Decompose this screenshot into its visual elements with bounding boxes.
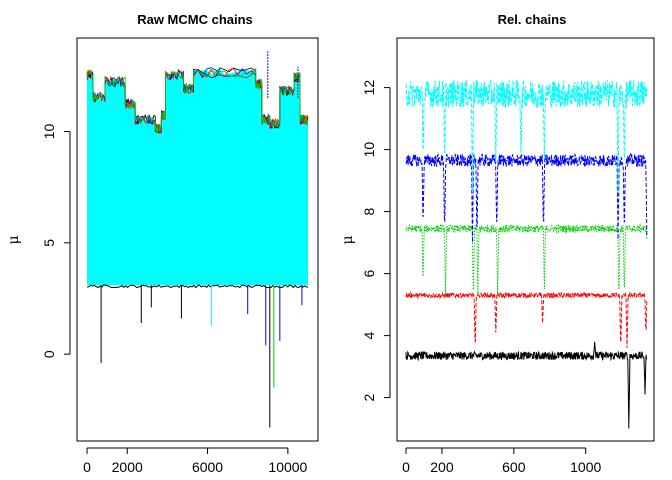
y-tick-label: 4	[361, 331, 377, 339]
y-tick-label: 10	[361, 142, 377, 158]
chain-lower-edge	[86, 284, 309, 289]
chain-series-line	[405, 291, 648, 349]
plot-area	[405, 79, 648, 429]
axes: 0 2000 6000 10000 0 5 10	[41, 124, 308, 475]
chain-series-line	[405, 223, 648, 296]
y-tick-label: 12	[361, 80, 377, 96]
chart-title: Rel. chains	[498, 12, 567, 27]
axes: 0 200 600 1000 2 4 6 8 10 12	[361, 80, 601, 475]
plot-frame	[76, 37, 319, 442]
x-tick-label: 0	[83, 459, 91, 475]
x-tick-label: 0	[402, 459, 410, 475]
x-tick-label: 200	[430, 459, 454, 475]
chain-series-line	[405, 79, 648, 194]
chain-upper-edge	[86, 68, 309, 134]
chart-title: Raw MCMC chains	[137, 12, 253, 27]
plot-frame	[396, 37, 655, 442]
chain-series-line	[405, 152, 648, 243]
x-tick-label: 2000	[112, 459, 143, 475]
y-axis-label: μ	[340, 235, 356, 244]
chain-band	[87, 68, 308, 286]
chain-series-line	[405, 341, 648, 429]
plot-area	[86, 51, 309, 428]
panel-rel-chains: Rel. chains μ 0 200 600 1000 2 4 6 8 10 12	[340, 12, 655, 475]
x-tick-label: 6000	[192, 459, 223, 475]
y-tick-label: 6	[361, 269, 377, 277]
y-tick-label: 2	[361, 393, 377, 401]
y-tick-label: 8	[361, 207, 377, 215]
y-tick-label: 5	[41, 239, 57, 247]
y-axis-label: μ	[6, 235, 22, 244]
y-tick-label: 0	[41, 350, 57, 358]
x-tick-label: 1000	[570, 459, 601, 475]
x-tick-label: 10000	[268, 459, 307, 475]
x-tick-label: 600	[502, 459, 526, 475]
panel-raw-chains: Raw MCMC chains μ 0 2000 6000 10000 0 5 10	[6, 12, 319, 475]
y-tick-label: 10	[41, 124, 57, 140]
